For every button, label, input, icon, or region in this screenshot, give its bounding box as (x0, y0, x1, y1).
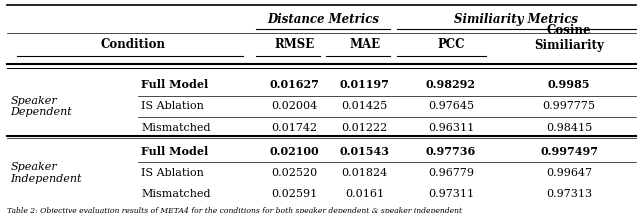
Text: 0.97313: 0.97313 (546, 189, 592, 199)
Text: 0.98292: 0.98292 (426, 79, 476, 90)
Text: 0.0161: 0.0161 (345, 189, 384, 199)
Text: 0.99647: 0.99647 (546, 168, 592, 178)
Text: Similiarity Metrics: Similiarity Metrics (454, 13, 579, 26)
Text: 0.02520: 0.02520 (271, 168, 317, 178)
Text: 0.997775: 0.997775 (543, 101, 596, 111)
Text: 0.01824: 0.01824 (342, 168, 388, 178)
Text: 0.97736: 0.97736 (426, 146, 476, 157)
Text: 0.01425: 0.01425 (342, 101, 388, 111)
Text: MAE: MAE (349, 38, 380, 51)
Text: 0.9985: 0.9985 (548, 79, 590, 90)
Text: 0.01543: 0.01543 (340, 146, 390, 157)
Text: Distance Metrics: Distance Metrics (267, 13, 379, 26)
Text: 0.02100: 0.02100 (269, 146, 319, 157)
Text: 0.01222: 0.01222 (342, 123, 388, 133)
Text: Speaker
Independent: Speaker Independent (10, 162, 82, 184)
Text: Mismatched: Mismatched (141, 189, 211, 199)
Text: RMSE: RMSE (275, 38, 315, 51)
Text: IS Ablation: IS Ablation (141, 101, 204, 111)
Text: 0.01627: 0.01627 (269, 79, 319, 90)
Text: 0.97311: 0.97311 (428, 189, 474, 199)
Text: 0.02591: 0.02591 (271, 189, 317, 199)
Text: Cosine
Similiarity: Cosine Similiarity (534, 24, 604, 52)
Text: 0.97645: 0.97645 (428, 101, 474, 111)
Text: 0.96779: 0.96779 (428, 168, 474, 178)
Text: 0.01742: 0.01742 (271, 123, 317, 133)
Text: Mismatched: Mismatched (141, 123, 211, 133)
Text: Full Model: Full Model (141, 146, 209, 157)
Text: 0.01197: 0.01197 (340, 79, 390, 90)
Text: 0.98415: 0.98415 (546, 123, 592, 133)
Text: PCC: PCC (437, 38, 465, 51)
Text: Full Model: Full Model (141, 79, 209, 90)
Text: Condition: Condition (100, 38, 166, 51)
Text: 0.96311: 0.96311 (428, 123, 474, 133)
Text: Speaker
Dependent: Speaker Dependent (10, 95, 72, 117)
Text: Table 2: Objective evaluation results of META4 for the conditions for both speak: Table 2: Objective evaluation results of… (7, 207, 462, 213)
Text: 0.02004: 0.02004 (271, 101, 317, 111)
Text: 0.997497: 0.997497 (540, 146, 598, 157)
Text: IS Ablation: IS Ablation (141, 168, 204, 178)
